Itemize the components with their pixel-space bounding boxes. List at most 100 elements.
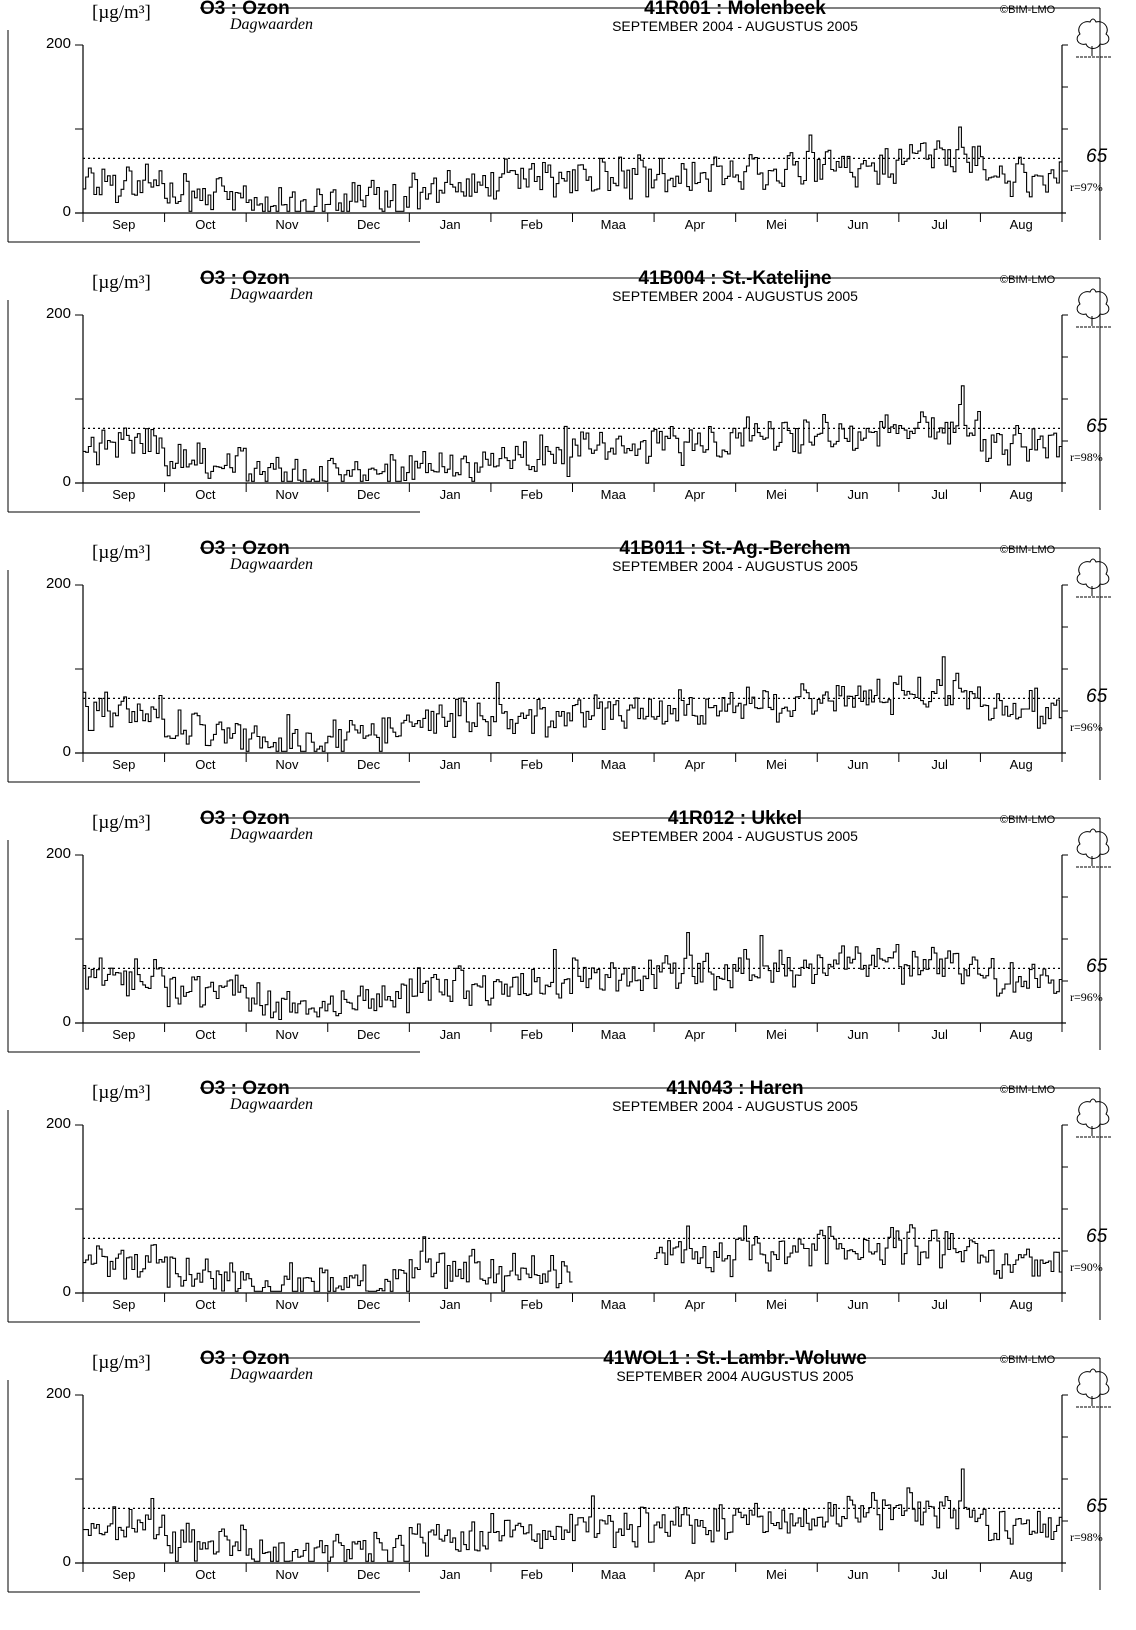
station-title: 41WOL1 : St.-Lambr.-Woluwe — [603, 1348, 867, 1369]
month-label: Maa — [600, 487, 626, 502]
period-label: SEPTEMBER 2004 AUGUSTUS 2005 — [616, 1368, 854, 1384]
month-label: Apr — [684, 757, 705, 772]
month-label: Jul — [931, 1567, 948, 1582]
month-label: Sep — [112, 757, 136, 772]
month-label: Jun — [847, 757, 869, 772]
ozone-series-line — [83, 126, 1062, 212]
month-label: Aug — [1009, 217, 1033, 232]
month-label: Nov — [275, 1297, 299, 1312]
y-tick-label: 200 — [45, 35, 71, 52]
coverage-label: r=98% — [1070, 1530, 1103, 1545]
y-tick-label: 200 — [45, 1115, 71, 1132]
month-label: Mei — [765, 487, 787, 502]
month-label: Nov — [275, 757, 299, 772]
month-label: Oct — [195, 217, 216, 232]
ozone-series-line — [83, 1468, 1062, 1562]
month-label: Jun — [847, 487, 869, 502]
subtitle-label: Dagwaarden — [230, 1366, 313, 1383]
pollutant-label: O3 : Ozon — [200, 538, 290, 559]
y-tick-label: 0 — [62, 1283, 71, 1300]
month-label: Dec — [356, 217, 381, 232]
month-label: Jul — [931, 757, 948, 772]
month-label: Aug — [1009, 487, 1033, 502]
pollutant-label: O3 : Ozon — [200, 1078, 290, 1099]
chart-plot — [7, 547, 1112, 783]
ozone-chart-panel: [µg/m³] O3 : Ozon Dagwaarden 41B004 : St.-K… — [0, 268, 1136, 542]
y-tick-label: 0 — [62, 203, 71, 220]
tree-logo — [1076, 1368, 1112, 1408]
ozone-series-line — [83, 656, 1062, 752]
month-label: Jun — [847, 1567, 869, 1582]
chart-plot — [7, 817, 1112, 1053]
subtitle-label: Dagwaarden — [230, 16, 313, 33]
month-label: Oct — [195, 1567, 216, 1582]
copyright-label: ©BIM-LMO — [1000, 4, 1056, 16]
month-label: Jan — [439, 217, 461, 232]
month-label: Aug — [1009, 1567, 1033, 1582]
coverage-label: r=96% — [1070, 720, 1103, 735]
station-title: 41B011 : St.-Ag.-Berchem — [619, 538, 851, 559]
ozone-series-line — [83, 1224, 1062, 1292]
period-label: SEPTEMBER 2004 - AUGUSTUS 2005 — [612, 828, 858, 844]
threshold-label: 65 — [1086, 146, 1108, 168]
month-label: Jul — [931, 1297, 948, 1312]
station-title: 41R012 : Ukkel — [667, 808, 803, 829]
month-label: Apr — [684, 1027, 705, 1042]
month-label: Maa — [600, 1567, 626, 1582]
period-label: SEPTEMBER 2004 - AUGUSTUS 2005 — [612, 288, 858, 304]
ozone-chart-panel: [µg/m³] O3 : Ozon Dagwaarden 41WOL1 : St.-L… — [0, 1348, 1136, 1622]
month-label: Jan — [439, 1027, 461, 1042]
station-title: 41N043 : Haren — [666, 1078, 804, 1099]
ozone-chart-panel: [µg/m³] O3 : Ozon Dagwaarden 41R012 : Ukkel… — [0, 808, 1136, 1082]
month-label: Jun — [847, 1027, 869, 1042]
threshold-label: 65 — [1086, 1496, 1108, 1518]
month-label: Maa — [600, 217, 626, 232]
coverage-label: r=96% — [1070, 990, 1103, 1005]
tree-logo — [1076, 558, 1112, 598]
y-tick-label: 200 — [45, 845, 71, 862]
month-label: Maa — [600, 1297, 626, 1312]
y-tick-label: 0 — [62, 473, 71, 490]
month-label: Jan — [439, 757, 461, 772]
month-label: Feb — [520, 757, 543, 772]
month-label: Oct — [195, 1297, 216, 1312]
subtitle-label: Dagwaarden — [230, 286, 313, 303]
month-label: Feb — [520, 487, 543, 502]
month-label: Apr — [684, 487, 705, 502]
threshold-label: 65 — [1086, 956, 1108, 978]
chart-plot — [7, 1357, 1112, 1593]
y-tick-label: 200 — [45, 305, 71, 322]
month-label: Nov — [275, 217, 299, 232]
y-tick-label: 200 — [45, 575, 71, 592]
chart-plot — [7, 277, 1112, 513]
month-label: Dec — [356, 1567, 381, 1582]
station-title: 41R001 : Molenbeek — [644, 0, 826, 19]
month-label: Aug — [1009, 1297, 1033, 1312]
coverage-label: r=98% — [1070, 450, 1103, 465]
ozone-series-line — [83, 385, 1062, 482]
month-label: Jul — [931, 1027, 948, 1042]
ozone-chart-panel: [µg/m³] O3 : Ozon Dagwaarden 41B011 : St.-A… — [0, 538, 1136, 812]
month-label: Mei — [765, 217, 787, 232]
chart-plot — [7, 1087, 1112, 1323]
month-label: Jun — [847, 1297, 869, 1312]
month-label: Sep — [112, 487, 136, 502]
month-label: Sep — [112, 1027, 136, 1042]
copyright-label: ©BIM-LMO — [1000, 1354, 1056, 1366]
subtitle-label: Dagwaarden — [230, 1096, 313, 1113]
subtitle-label: Dagwaarden — [230, 826, 313, 843]
threshold-label: 65 — [1086, 416, 1108, 438]
month-label: Mei — [765, 1027, 787, 1042]
copyright-label: ©BIM-LMO — [1000, 274, 1056, 286]
y-unit-label: [µg/m³] — [92, 2, 151, 23]
month-label: Feb — [520, 1297, 543, 1312]
y-tick-label: 200 — [45, 1385, 71, 1402]
month-label: Dec — [356, 1297, 381, 1312]
threshold-label: 65 — [1086, 1226, 1108, 1248]
month-label: Jan — [439, 1567, 461, 1582]
y-tick-label: 0 — [62, 1553, 71, 1570]
month-label: Maa — [600, 1027, 626, 1042]
y-unit-label: [µg/m³] — [92, 1082, 151, 1103]
y-unit-label: [µg/m³] — [92, 812, 151, 833]
